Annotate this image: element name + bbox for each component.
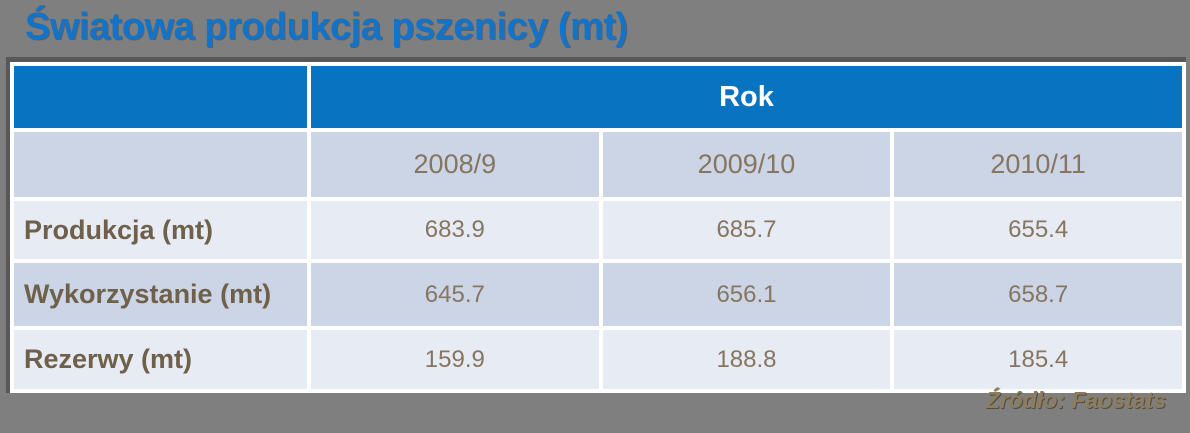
table-group-header-row: Rok <box>14 66 1182 128</box>
value-cell: 645.7 <box>311 263 599 326</box>
empty-corner-cell <box>14 66 307 128</box>
value-cell: 656.1 <box>602 263 891 326</box>
data-table: Rok 2008/9 2009/10 2010/11 Produkcja (mt… <box>10 62 1186 393</box>
page-title: Światowa produkcja pszenicy (mt) <box>25 6 628 48</box>
row-label: Produkcja (mt) <box>14 201 307 259</box>
row-label: Wykorzystanie (mt) <box>14 263 307 326</box>
table-column-header-row: 2008/9 2009/10 2010/11 <box>14 132 1182 197</box>
table-row: Wykorzystanie (mt) 645.7 656.1 658.7 <box>14 263 1182 326</box>
value-cell: 159.9 <box>311 330 599 389</box>
row-label: Rezerwy (mt) <box>14 330 307 389</box>
value-cell: 655.4 <box>894 201 1182 259</box>
source-credit: Źródło: Faostats <box>985 387 1166 413</box>
wheat-production-table: Rok 2008/9 2009/10 2010/11 Produkcja (mt… <box>6 57 1186 393</box>
year-column-header: 2008/9 <box>311 132 599 197</box>
value-cell: 185.4 <box>894 330 1182 389</box>
value-cell: 658.7 <box>894 263 1182 326</box>
year-column-header: 2009/10 <box>602 132 891 197</box>
value-cell: 683.9 <box>311 201 599 259</box>
year-group-header: Rok <box>311 66 1182 128</box>
empty-header-cell <box>14 132 307 197</box>
table-row: Rezerwy (mt) 159.9 188.8 185.4 <box>14 330 1182 389</box>
value-cell: 188.8 <box>602 330 891 389</box>
value-cell: 685.7 <box>602 201 891 259</box>
table-row: Produkcja (mt) 683.9 685.7 655.4 <box>14 201 1182 259</box>
year-column-header: 2010/11 <box>894 132 1182 197</box>
